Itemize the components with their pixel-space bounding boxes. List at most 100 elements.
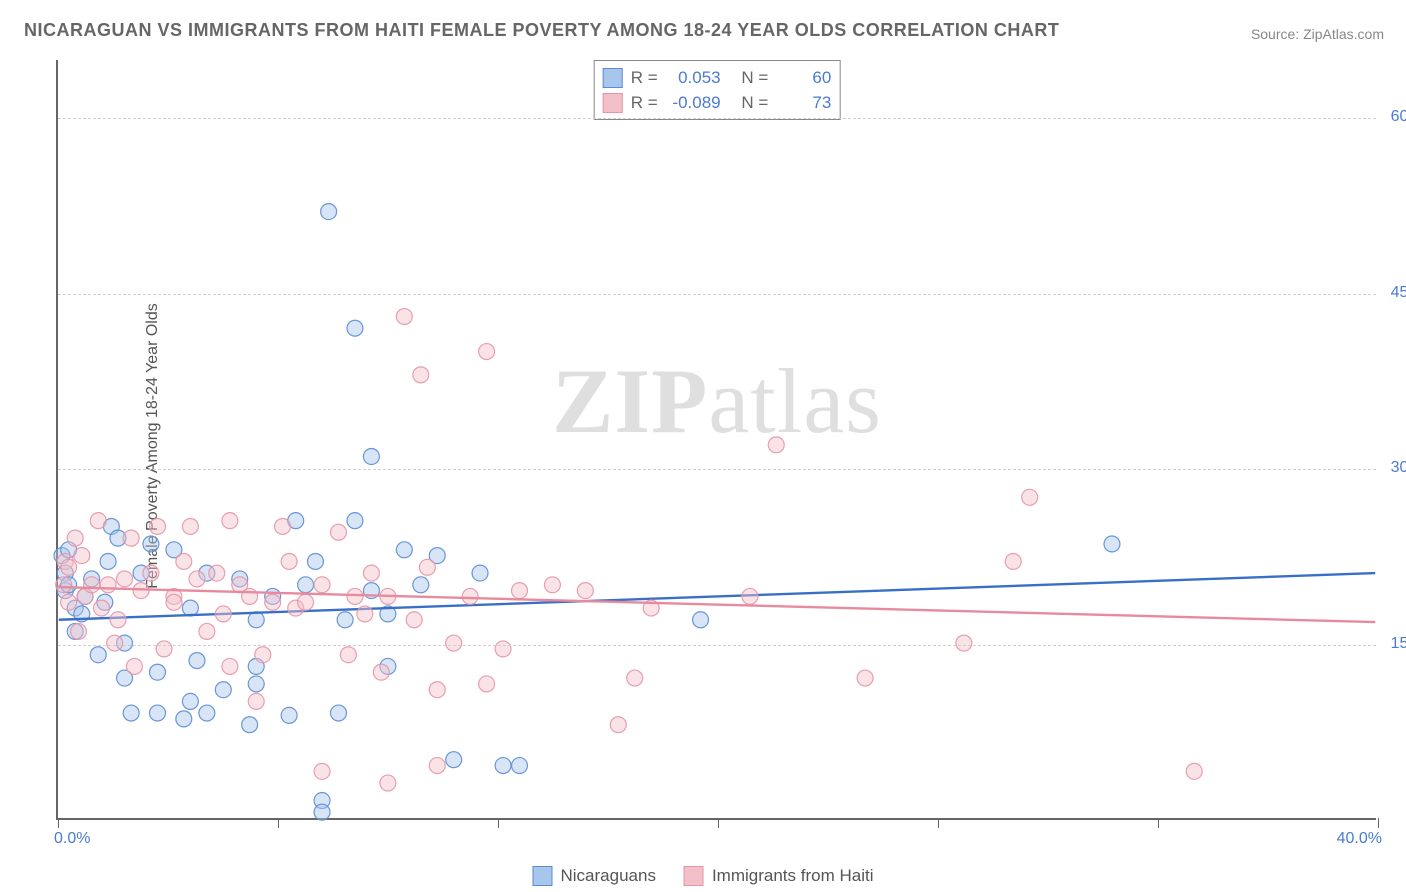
scatter-point	[956, 635, 972, 651]
scatter-point	[1104, 536, 1120, 552]
scatter-point	[117, 571, 133, 587]
scatter-point	[462, 588, 478, 604]
y-tick-label: 60.0%	[1391, 108, 1406, 126]
source-attribution: Source: ZipAtlas.com	[1251, 26, 1384, 42]
scatter-point	[126, 658, 142, 674]
scatter-point	[56, 577, 72, 593]
scatter-point	[189, 571, 205, 587]
legend-label-1: Nicaraguans	[561, 866, 656, 886]
scatter-point	[495, 641, 511, 657]
chart-container: NICARAGUAN VS IMMIGRANTS FROM HAITI FEMA…	[0, 0, 1406, 892]
scatter-point	[396, 309, 412, 325]
scatter-point	[84, 577, 100, 593]
scatter-point	[100, 553, 116, 569]
scatter-point	[61, 594, 77, 610]
scatter-point	[429, 758, 445, 774]
scatter-point	[396, 542, 412, 558]
scatter-point	[1005, 553, 1021, 569]
scatter-point	[446, 635, 462, 651]
scatter-point	[199, 705, 215, 721]
scatter-point	[314, 804, 330, 820]
scatter-point	[347, 513, 363, 529]
scatter-point	[265, 594, 281, 610]
y-tick-label: 30.0%	[1391, 459, 1406, 477]
legend-item-1: Nicaraguans	[533, 866, 656, 886]
gridline	[58, 469, 1376, 470]
scatter-point	[149, 518, 165, 534]
scatter-point	[90, 647, 106, 663]
legend-item-2: Immigrants from Haiti	[684, 866, 874, 886]
scatter-point	[248, 676, 264, 692]
stat-n-label-1: N =	[741, 65, 768, 90]
scatter-point	[281, 707, 297, 723]
x-tick	[1158, 818, 1159, 828]
scatter-point	[215, 682, 231, 698]
scatter-point	[67, 530, 83, 546]
x-tick	[1378, 818, 1379, 828]
scatter-point	[627, 670, 643, 686]
scatter-point	[71, 623, 87, 639]
scatter-point	[123, 530, 139, 546]
scatter-point	[222, 658, 238, 674]
scatter-point	[314, 763, 330, 779]
stat-n-val-2: 73	[776, 90, 831, 115]
stat-n-val-1: 60	[776, 65, 831, 90]
scatter-point	[143, 536, 159, 552]
scatter-point	[363, 565, 379, 581]
scatter-point	[123, 705, 139, 721]
scatter-point	[149, 664, 165, 680]
scatter-point	[512, 583, 528, 599]
scatter-point	[380, 775, 396, 791]
scatter-point	[479, 344, 495, 360]
scatter-point	[768, 437, 784, 453]
scatter-point	[742, 588, 758, 604]
scatter-point	[275, 518, 291, 534]
scatter-point	[176, 711, 192, 727]
scatter-point	[357, 606, 373, 622]
scatter-point	[149, 705, 165, 721]
scatter-point	[1022, 489, 1038, 505]
scatter-point	[610, 717, 626, 733]
scatter-point	[314, 577, 330, 593]
scatter-point	[446, 752, 462, 768]
scatter-point	[331, 705, 347, 721]
scatter-point	[176, 553, 192, 569]
scatter-point	[363, 449, 379, 465]
scatter-point	[331, 524, 347, 540]
scatter-point	[298, 577, 314, 593]
scatter-point	[693, 612, 709, 628]
scatter-point	[90, 513, 106, 529]
scatter-point	[544, 577, 560, 593]
stat-r-val-1: 0.053	[666, 65, 721, 90]
swatch-series-2	[603, 93, 623, 113]
x-tick	[278, 818, 279, 828]
scatter-point	[74, 548, 90, 564]
scatter-point	[307, 553, 323, 569]
scatter-plot-svg	[58, 60, 1376, 818]
gridline	[58, 118, 1376, 119]
scatter-point	[373, 664, 389, 680]
x-tick-label: 0.0%	[54, 830, 90, 848]
scatter-point	[242, 717, 258, 733]
scatter-point	[347, 320, 363, 336]
scatter-point	[419, 559, 435, 575]
legend-swatch-2	[684, 866, 704, 886]
scatter-point	[472, 565, 488, 581]
y-tick-label: 45.0%	[1391, 284, 1406, 302]
scatter-point	[281, 553, 297, 569]
stats-row-1: R = 0.053 N = 60	[603, 65, 832, 90]
scatter-point	[429, 682, 445, 698]
scatter-point	[577, 583, 593, 599]
scatter-point	[495, 758, 511, 774]
stat-r-label-2: R =	[631, 90, 658, 115]
stats-row-2: R = -0.089 N = 73	[603, 90, 832, 115]
scatter-point	[199, 623, 215, 639]
swatch-series-1	[603, 68, 623, 88]
stat-n-label-2: N =	[741, 90, 768, 115]
legend-label-2: Immigrants from Haiti	[712, 866, 874, 886]
scatter-point	[94, 600, 110, 616]
scatter-point	[347, 588, 363, 604]
x-tick	[498, 818, 499, 828]
gridline	[58, 645, 1376, 646]
scatter-point	[337, 612, 353, 628]
